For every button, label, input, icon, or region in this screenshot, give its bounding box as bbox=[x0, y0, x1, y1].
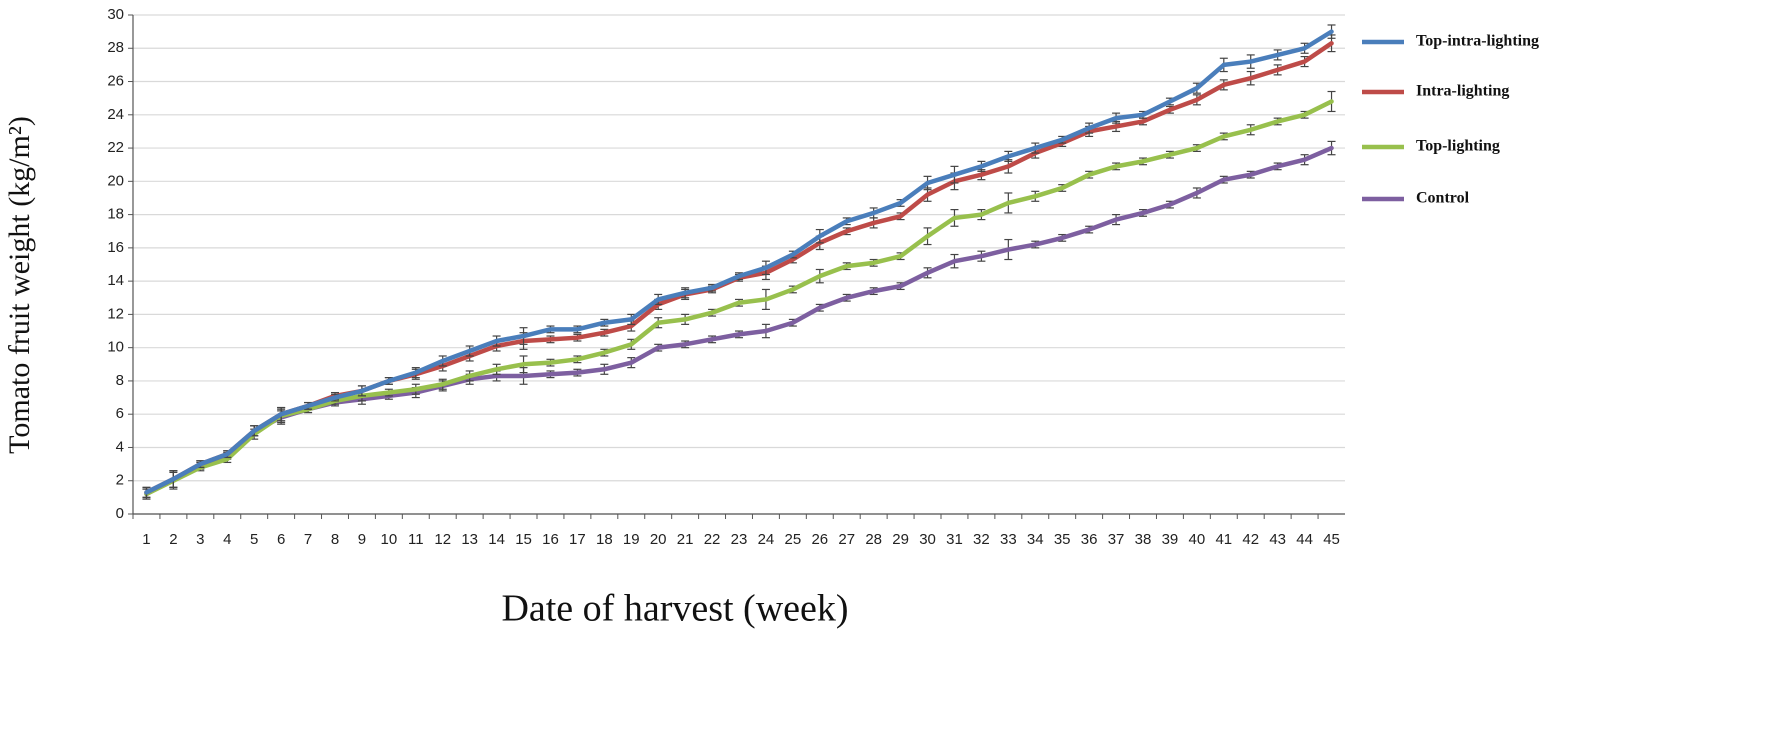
x-tick-label: 15 bbox=[515, 531, 532, 548]
x-tick-label: 37 bbox=[1108, 531, 1125, 548]
x-tick-label: 45 bbox=[1323, 531, 1340, 548]
x-tick-label: 3 bbox=[196, 531, 204, 548]
x-tick-label: 31 bbox=[946, 531, 963, 548]
x-tick-label: 25 bbox=[785, 531, 802, 548]
x-axis-title: Date of harvest (week) bbox=[501, 588, 848, 630]
y-tick-label: 16 bbox=[107, 239, 124, 256]
y-tick-label: 28 bbox=[107, 39, 124, 56]
x-tick-label: 26 bbox=[811, 531, 828, 548]
y-tick-label: 10 bbox=[107, 339, 124, 356]
x-tick-label: 12 bbox=[434, 531, 451, 548]
x-tick-label: 43 bbox=[1269, 531, 1286, 548]
x-tick-label: 10 bbox=[381, 531, 398, 548]
x-tick-label: 6 bbox=[277, 531, 285, 548]
x-tick-label: 20 bbox=[650, 531, 667, 548]
x-tick-label: 28 bbox=[865, 531, 882, 548]
legend-label: Top-lighting bbox=[1416, 138, 1500, 155]
x-tick-label: 42 bbox=[1242, 531, 1259, 548]
y-tick-label: 4 bbox=[116, 438, 124, 455]
x-tick-label: 22 bbox=[704, 531, 721, 548]
x-tick-label: 5 bbox=[250, 531, 258, 548]
x-tick-label: 29 bbox=[892, 531, 909, 548]
x-tick-label: 27 bbox=[838, 531, 855, 548]
x-tick-label: 30 bbox=[919, 531, 936, 548]
y-tick-label: 30 bbox=[107, 6, 124, 23]
series-line bbox=[144, 29, 1334, 495]
x-tick-label: 35 bbox=[1054, 531, 1071, 548]
legend-label: Intra-lighting bbox=[1416, 83, 1509, 100]
x-tick-label: 7 bbox=[304, 531, 312, 548]
x-tick-label: 8 bbox=[331, 531, 339, 548]
x-tick-label: 2 bbox=[169, 531, 177, 548]
x-tick-label: 40 bbox=[1189, 531, 1206, 548]
x-tick-label: 16 bbox=[542, 531, 559, 548]
x-tick-label: 21 bbox=[677, 531, 694, 548]
y-tick-label: 22 bbox=[107, 139, 124, 156]
x-tick-label: 1 bbox=[142, 531, 150, 548]
y-tick-label: 24 bbox=[107, 106, 124, 123]
x-tick-label: 34 bbox=[1027, 531, 1044, 548]
legend-label: Top-intra-lighting bbox=[1416, 33, 1539, 50]
y-tick-label: 26 bbox=[107, 73, 124, 90]
x-tick-label: 18 bbox=[596, 531, 613, 548]
x-tick-label: 13 bbox=[461, 531, 478, 548]
x-tick-label: 9 bbox=[358, 531, 366, 548]
x-tick-label: 36 bbox=[1081, 531, 1098, 548]
y-tick-label: 14 bbox=[107, 272, 124, 289]
x-tick-label: 11 bbox=[408, 531, 424, 548]
x-tick-label: 44 bbox=[1296, 531, 1313, 548]
y-tick-label: 12 bbox=[107, 305, 124, 322]
legend-label: Control bbox=[1416, 190, 1470, 207]
y-tick-label: 18 bbox=[107, 206, 124, 223]
x-tick-label: 39 bbox=[1162, 531, 1179, 548]
x-tick-label: 38 bbox=[1135, 531, 1152, 548]
x-tick-label: 17 bbox=[569, 531, 586, 548]
y-tick-label: 20 bbox=[107, 172, 124, 189]
x-tick-label: 32 bbox=[973, 531, 990, 548]
x-tick-label: 19 bbox=[623, 531, 640, 548]
x-tick-label: 41 bbox=[1215, 531, 1232, 548]
y-tick-label: 8 bbox=[116, 372, 124, 389]
series-line bbox=[144, 145, 1334, 497]
x-tick-label: 4 bbox=[223, 531, 231, 548]
y-tick-label: 0 bbox=[116, 505, 124, 522]
y-tick-label: 2 bbox=[116, 472, 124, 489]
y-tick-label: 6 bbox=[116, 405, 124, 422]
series-line bbox=[144, 99, 1334, 497]
y-axis-title: Tomato fruit weight (kg/m²) bbox=[3, 116, 36, 454]
x-tick-label: 33 bbox=[1000, 531, 1017, 548]
x-tick-label: 23 bbox=[731, 531, 748, 548]
x-tick-label: 24 bbox=[758, 531, 775, 548]
x-tick-label: 14 bbox=[488, 531, 505, 548]
